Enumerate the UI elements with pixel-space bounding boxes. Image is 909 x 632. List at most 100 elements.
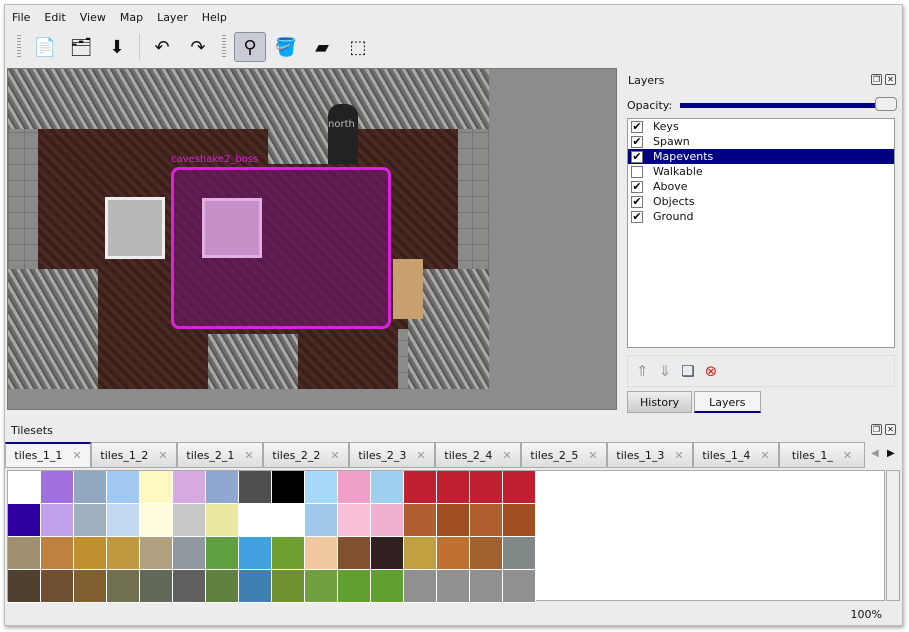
tile[interactable] xyxy=(107,504,140,537)
tile[interactable] xyxy=(140,471,173,504)
tileset-grid[interactable] xyxy=(7,470,885,603)
tile[interactable] xyxy=(338,570,371,603)
tile[interactable] xyxy=(8,504,41,537)
new-button[interactable]: 📄 xyxy=(29,32,61,62)
layer-item[interactable]: ✔ Above xyxy=(628,179,894,194)
map-canvas[interactable]: caveshake2_boss north xyxy=(8,69,489,389)
close-tab-icon[interactable]: ✕ xyxy=(72,449,82,462)
tile[interactable] xyxy=(503,570,536,603)
layer-visibility-checkbox[interactable]: ✔ xyxy=(631,194,643,208)
map-event-region[interactable] xyxy=(171,167,391,329)
tab-history[interactable]: History xyxy=(627,391,693,413)
menu-layer[interactable]: Layer xyxy=(157,11,188,24)
tile[interactable] xyxy=(338,537,371,570)
tile[interactable] xyxy=(140,570,173,603)
bucket-fill-button[interactable]: 🪣 xyxy=(270,32,302,62)
tile[interactable] xyxy=(74,471,107,504)
tile[interactable] xyxy=(470,537,503,570)
stamp-brush-button[interactable]: ⚲ xyxy=(234,32,266,62)
map-view[interactable]: caveshake2_boss north xyxy=(7,68,617,410)
layer-item[interactable]: Walkable xyxy=(628,164,894,179)
tab-scroll-left-icon[interactable]: ◀ xyxy=(871,448,879,459)
tile[interactable] xyxy=(470,471,503,504)
tile[interactable] xyxy=(272,537,305,570)
raise-layer-icon[interactable]: ⇑ xyxy=(636,362,649,380)
duplicate-layer-icon[interactable]: ❏ xyxy=(681,362,695,380)
tile[interactable] xyxy=(437,537,470,570)
layer-visibility-checkbox[interactable]: ✔ xyxy=(631,179,643,193)
tile[interactable] xyxy=(74,504,107,537)
toolbar-grip[interactable] xyxy=(17,35,21,59)
tile[interactable] xyxy=(338,504,371,537)
close-tab-icon[interactable]: ✕ xyxy=(842,448,853,462)
tile[interactable] xyxy=(305,537,338,570)
tile[interactable] xyxy=(173,471,206,504)
tile[interactable] xyxy=(107,471,140,504)
tab-layers[interactable]: Layers xyxy=(694,391,761,413)
close-tab-icon[interactable]: ✕ xyxy=(674,448,684,462)
open-button[interactable]: 🗂 xyxy=(65,32,97,62)
layer-item[interactable]: ✔ Ground xyxy=(628,209,894,224)
tile[interactable] xyxy=(239,570,272,603)
tile[interactable] xyxy=(272,471,305,504)
tile[interactable] xyxy=(404,504,437,537)
tile[interactable] xyxy=(338,471,371,504)
layer-item[interactable]: ✔ Spawn xyxy=(628,134,894,149)
lower-layer-icon[interactable]: ⇓ xyxy=(658,362,672,380)
close-tab-icon[interactable]: ✕ xyxy=(158,448,168,462)
tile[interactable] xyxy=(503,504,536,537)
eraser-button[interactable]: ▰ xyxy=(306,32,338,62)
tile[interactable] xyxy=(437,570,470,603)
close-tab-icon[interactable]: ✕ xyxy=(244,448,254,462)
opacity-slider-handle[interactable] xyxy=(875,97,897,111)
tile[interactable] xyxy=(371,471,404,504)
opacity-slider[interactable] xyxy=(680,97,897,111)
tileset-tab[interactable]: tiles_1_4 ✕ xyxy=(693,442,779,468)
tile[interactable] xyxy=(371,570,404,603)
tile[interactable] xyxy=(239,504,272,537)
tile[interactable] xyxy=(173,504,206,537)
toolbar-grip[interactable] xyxy=(222,35,226,59)
tileset-scrollbar[interactable] xyxy=(886,470,900,601)
tile[interactable] xyxy=(404,537,437,570)
layer-item[interactable]: ✔ Objects xyxy=(628,194,894,209)
tile[interactable] xyxy=(206,537,239,570)
tile[interactable] xyxy=(74,570,107,603)
tile[interactable] xyxy=(140,537,173,570)
tile[interactable] xyxy=(305,570,338,603)
tile[interactable] xyxy=(173,570,206,603)
tile[interactable] xyxy=(8,570,41,603)
tileset-tab[interactable]: tiles_2_4 ✕ xyxy=(435,442,521,468)
tileset-tab[interactable]: tiles_2_2 ✕ xyxy=(263,442,349,468)
tile[interactable] xyxy=(239,471,272,504)
tileset-tab[interactable]: tiles_2_3 ✕ xyxy=(349,442,435,468)
layer-item[interactable]: ✔ Mapevents xyxy=(628,149,894,164)
tile[interactable] xyxy=(272,570,305,603)
close-tab-icon[interactable]: ✕ xyxy=(588,448,598,462)
tile[interactable] xyxy=(305,471,338,504)
tile[interactable] xyxy=(41,504,74,537)
tile[interactable] xyxy=(41,537,74,570)
tab-scroll-right-icon[interactable]: ▶ xyxy=(887,448,895,459)
menu-view[interactable]: View xyxy=(79,11,106,24)
tile[interactable] xyxy=(74,537,107,570)
close-icon[interactable]: ✕ xyxy=(885,424,896,435)
tileset-tab[interactable]: tiles_1_ ✕ xyxy=(779,442,865,468)
tile[interactable] xyxy=(140,504,173,537)
tile[interactable] xyxy=(107,570,140,603)
remove-layer-icon[interactable]: ⊗ xyxy=(704,362,718,380)
layer-visibility-checkbox[interactable]: ✔ xyxy=(631,134,643,148)
close-tab-icon[interactable]: ✕ xyxy=(760,448,770,462)
layer-item[interactable]: ✔ Keys xyxy=(628,119,894,134)
close-tab-icon[interactable]: ✕ xyxy=(416,448,426,462)
tile[interactable] xyxy=(41,570,74,603)
undo-button[interactable]: ↶ xyxy=(146,32,178,62)
tile[interactable] xyxy=(437,504,470,537)
tile[interactable] xyxy=(371,504,404,537)
menu-file[interactable]: File xyxy=(12,11,31,24)
tile[interactable] xyxy=(239,537,272,570)
tile[interactable] xyxy=(272,504,305,537)
close-tab-icon[interactable]: ✕ xyxy=(502,448,512,462)
tile[interactable] xyxy=(470,570,503,603)
redo-button[interactable]: ↷ xyxy=(182,32,214,62)
